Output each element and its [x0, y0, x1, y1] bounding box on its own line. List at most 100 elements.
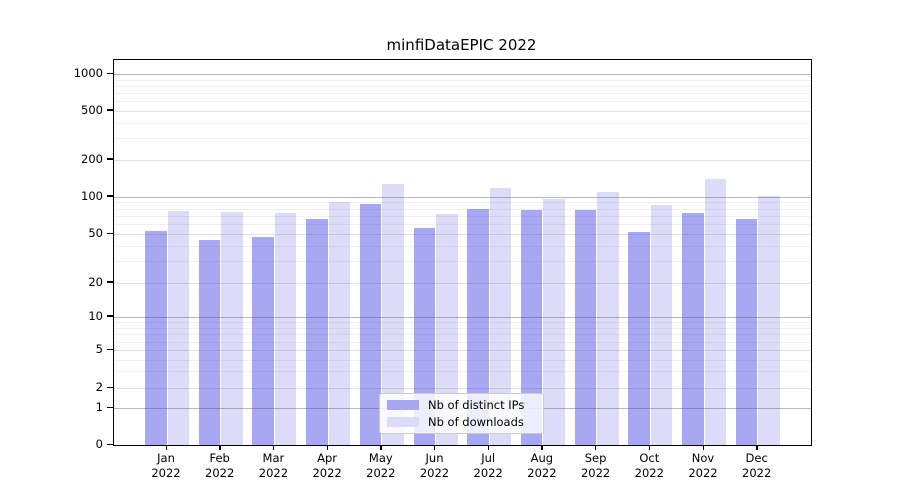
- x-tick-label-mar: Mar 2022: [242, 451, 304, 480]
- gridline-3: [114, 371, 811, 373]
- x-tick-month: Dec: [745, 451, 768, 465]
- x-tick-year: 2022: [258, 465, 289, 480]
- y-axis-tick-20: [107, 281, 113, 283]
- x-tick-year: 2022: [742, 465, 772, 480]
- y-axis-tick-10: [107, 315, 113, 317]
- gridline-7: [114, 334, 811, 335]
- bar-nb-of-downloads-sep: [597, 191, 619, 445]
- gridline-50: [114, 234, 811, 236]
- x-tick-month: Jul: [481, 451, 496, 465]
- y-tick-label-100: 100: [81, 188, 103, 203]
- bar-nb-of-downloads-oct: [650, 204, 673, 445]
- x-tick-year: 2022: [580, 465, 611, 480]
- x-tick-year: 2022: [688, 465, 718, 480]
- x-axis-tick-jul: [487, 445, 490, 450]
- gridline-1000: [114, 74, 811, 75]
- x-tick-month: Feb: [209, 451, 230, 465]
- gridline-800: [114, 85, 811, 87]
- y-axis-tick-5: [107, 348, 113, 351]
- bar-nb-of-downloads-apr: [328, 202, 351, 445]
- bar-nb-of-distinct-ips-jun: [413, 228, 435, 445]
- gridline-400: [114, 122, 811, 124]
- gridline-2: [114, 388, 811, 389]
- x-axis-tick-nov: [702, 445, 704, 450]
- x-tick-year: 2022: [419, 465, 450, 480]
- gridline-6: [114, 341, 811, 343]
- x-axis-tick-aug: [541, 445, 543, 450]
- gridline-4: [114, 359, 811, 361]
- x-tick-year: 2022: [205, 465, 235, 480]
- bar-nb-of-distinct-ips-oct: [628, 231, 650, 445]
- x-tick-month: Aug: [530, 451, 554, 465]
- x-axis-tick-sep: [595, 445, 597, 450]
- x-tick-label-aug: Aug 2022: [511, 451, 573, 480]
- x-tick-label-jan: Jan 2022: [135, 451, 197, 480]
- x-tick-year: 2022: [473, 465, 503, 480]
- bar-nb-of-distinct-ips-dec: [735, 219, 758, 445]
- legend: Nb of distinct IPs Nb of downloads: [379, 393, 544, 434]
- x-tick-year: 2022: [312, 465, 342, 480]
- y-axis-tick-50: [107, 232, 113, 234]
- x-tick-year: 2022: [366, 465, 396, 480]
- x-tick-month: Apr: [317, 451, 338, 465]
- x-tick-year: 2022: [151, 465, 181, 480]
- y-tick-label-20: 20: [88, 274, 103, 289]
- x-tick-label-oct: Oct 2022: [618, 451, 680, 480]
- bar-nb-of-downloads-dec: [758, 196, 780, 445]
- gridline-900: [114, 79, 811, 81]
- y-tick-label-2: 2: [95, 380, 103, 394]
- legend-swatch-downloads: [387, 416, 419, 428]
- x-tick-label-nov: Nov 2022: [672, 451, 734, 480]
- bar-nb-of-distinct-ips-jul: [467, 208, 489, 445]
- x-tick-label-dec: Dec 2022: [726, 451, 788, 480]
- x-tick-label-jul: Jul 2022: [457, 451, 519, 480]
- bar-nb-of-distinct-ips-jan: [145, 230, 167, 445]
- gridline-10: [114, 316, 811, 318]
- x-axis-tick-feb: [219, 445, 221, 450]
- x-tick-label-jun: Jun 2022: [404, 451, 466, 480]
- legend-label: Nb of downloads: [428, 415, 524, 429]
- bar-nb-of-downloads-jul: [489, 187, 512, 445]
- x-tick-month: Nov: [691, 451, 715, 465]
- y-tick-label-50: 50: [88, 226, 103, 241]
- x-axis-tick-may: [380, 445, 382, 450]
- bar-nb-of-downloads-jan: [167, 210, 189, 445]
- gridline-80: [114, 208, 811, 210]
- x-axis-tick-oct: [648, 445, 651, 450]
- y-tick-label-10: 10: [88, 308, 103, 323]
- y-axis-tick-100: [107, 195, 113, 197]
- bar-nb-of-downloads-mar: [274, 212, 297, 445]
- bar-nb-of-distinct-ips-nov: [682, 212, 704, 445]
- x-tick-year: 2022: [527, 465, 557, 480]
- y-tick-label-200: 200: [81, 151, 103, 166]
- legend-item-downloads: Nb of downloads: [387, 415, 543, 429]
- gridline-100: [114, 196, 811, 198]
- x-axis-tick-apr: [326, 445, 328, 450]
- bar-nb-of-downloads-jun: [436, 213, 458, 445]
- gridline-70: [114, 215, 811, 217]
- gridline-200: [114, 159, 811, 161]
- legend-item-distinct-ips: Nb of distinct IPs: [387, 398, 543, 412]
- y-axis-tick-2: [107, 386, 113, 388]
- x-tick-month: Mar: [262, 451, 285, 465]
- y-axis-tick-0: [107, 443, 113, 445]
- y-axis-tick-1000: [107, 72, 113, 74]
- x-tick-label-apr: Apr 2022: [296, 451, 358, 480]
- y-tick-label-0: 0: [95, 437, 103, 451]
- legend-label: Nb of distinct IPs: [428, 398, 525, 412]
- gridline-8: [114, 327, 811, 329]
- gridline-5: [114, 350, 811, 352]
- gridline-20: [114, 282, 811, 284]
- x-axis-tick-mar: [272, 445, 275, 450]
- x-axis-tick-jan: [165, 445, 167, 450]
- bar-nb-of-distinct-ips-may: [359, 204, 382, 445]
- gridline-60: [114, 224, 811, 226]
- y-tick-label-500: 500: [81, 102, 103, 117]
- chart-title: minfiDataEPIC 2022: [386, 36, 537, 54]
- bar-nb-of-distinct-ips-aug: [520, 210, 543, 445]
- y-tick-label-5: 5: [95, 342, 103, 357]
- gridline-700: [114, 92, 811, 94]
- bar-nb-of-downloads-aug: [543, 198, 565, 445]
- legend-swatch-distinct-ips: [387, 399, 419, 411]
